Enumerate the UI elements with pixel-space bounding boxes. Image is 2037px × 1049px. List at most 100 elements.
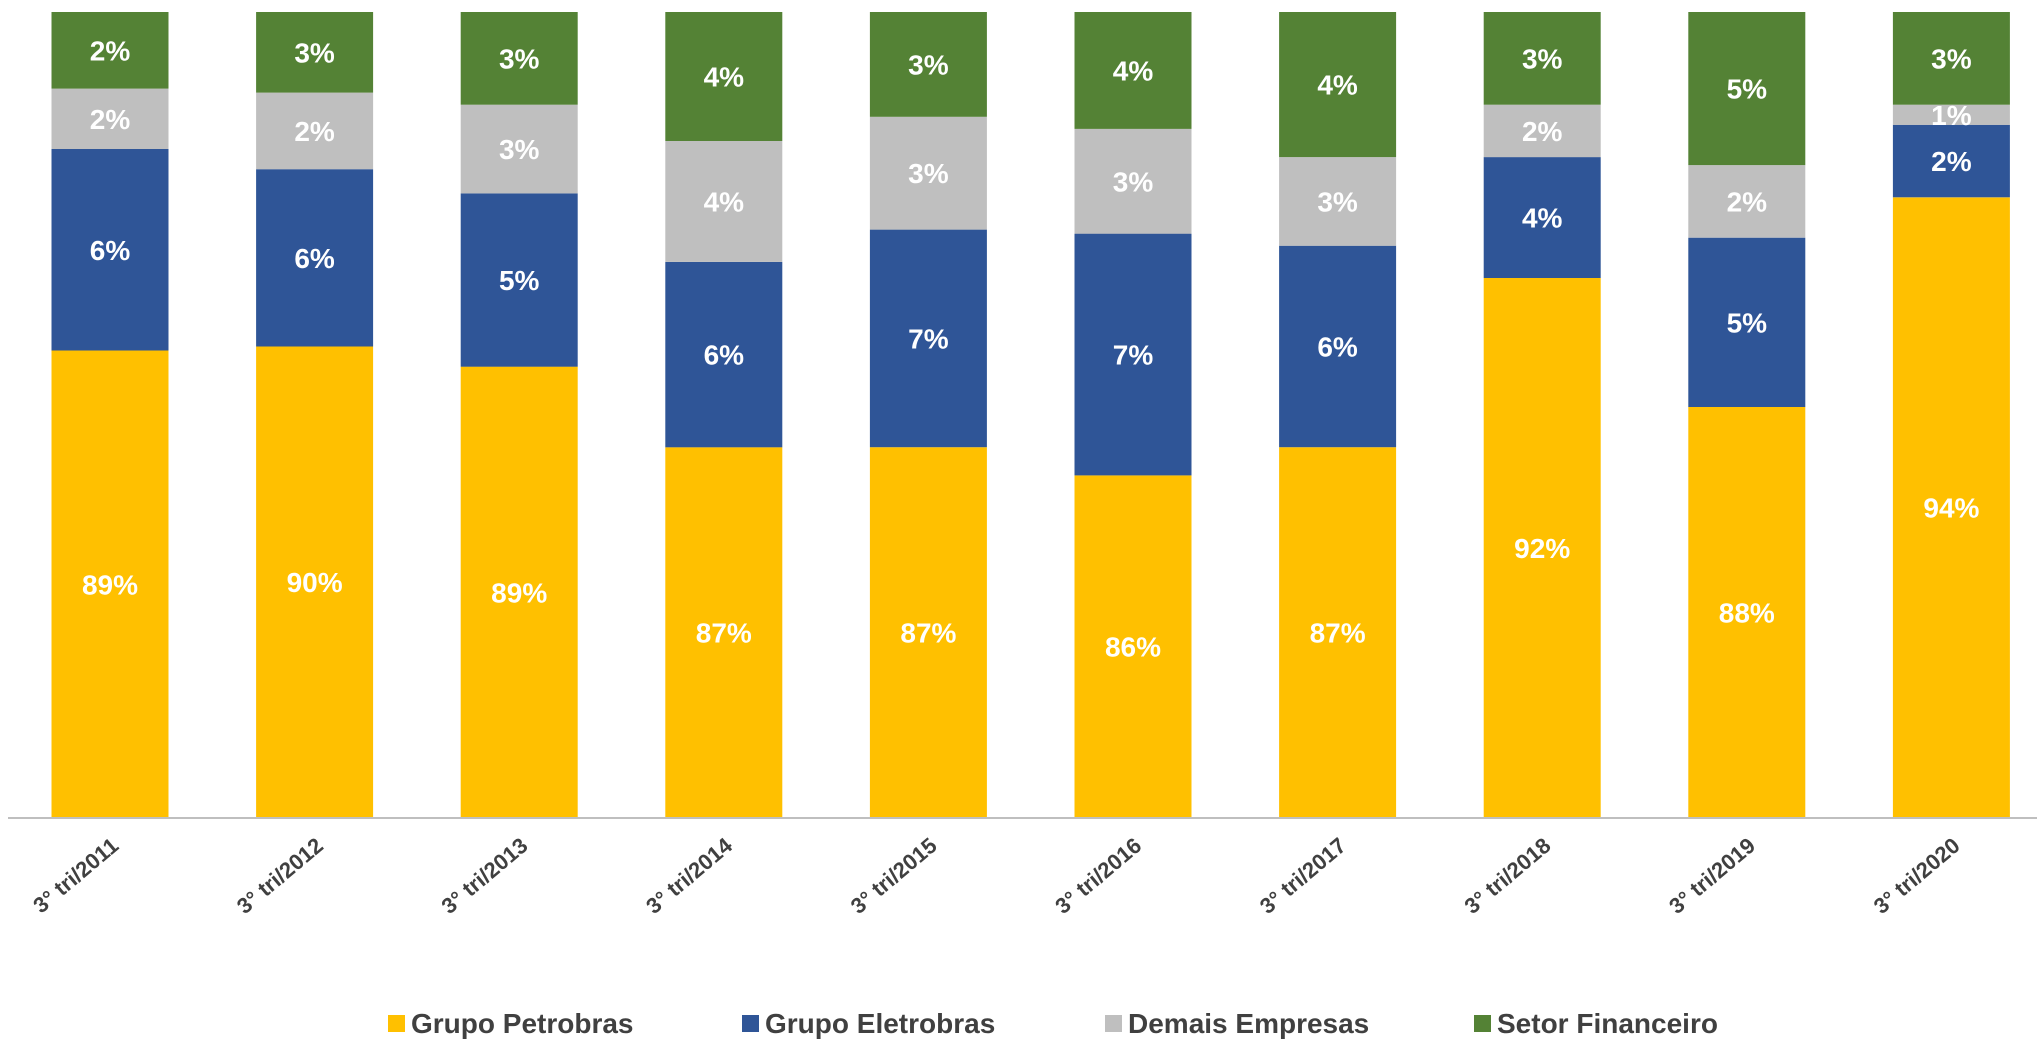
- legend-swatch-grupo-eletrobras: [742, 1015, 759, 1032]
- x-tick-label-9: 3° tri/2019: [1664, 833, 1760, 919]
- x-tick-label-8: 3° tri/2018: [1460, 833, 1556, 919]
- x-tick-label-2: 3° tri/2012: [232, 833, 328, 919]
- data-label-setor-financeiro-5: 3%: [908, 49, 949, 80]
- x-tick-label-6: 3° tri/2016: [1050, 833, 1146, 919]
- bar-grupo-petrobras-5: [869, 447, 987, 818]
- legend-label-grupo-eletrobras: Grupo Eletrobras: [765, 1008, 995, 1039]
- x-tick-label-1: 3° tri/2011: [28, 833, 123, 918]
- x-tick-label-3: 3° tri/2013: [437, 833, 533, 919]
- bar-grupo-eletrobras-9: [1688, 237, 1806, 407]
- data-label-grupo-eletrobras-2: 6%: [294, 243, 335, 274]
- data-label-grupo-eletrobras-9: 5%: [1727, 307, 1768, 338]
- bar-setor-financeiro-8: [1483, 12, 1601, 105]
- bar-grupo-eletrobras-3: [460, 193, 578, 367]
- data-label-grupo-petrobras-6: 86%: [1105, 632, 1161, 663]
- bar-demais-empresas-9: [1688, 165, 1806, 238]
- bar-demais-empresas-5: [869, 116, 987, 230]
- data-label-grupo-eletrobras-4: 6%: [704, 340, 745, 371]
- bar-grupo-eletrobras-10: [1892, 124, 2010, 198]
- bars-group: 89% 6% 2% 2% 90% 6% 2% 3% 89% 5% 3% 3% 87% 6% 4% 4% 87% 7…: [51, 12, 2010, 818]
- bar-demais-empresas-4: [665, 141, 783, 262]
- x-tick-label-5: 3° tri/2015: [846, 833, 942, 919]
- x-tick-label-7: 3° tri/2017: [1255, 833, 1351, 919]
- bar-setor-financeiro-3: [460, 12, 578, 105]
- bar-demais-empresas-8: [1483, 104, 1601, 158]
- data-label-demais-empresas-9: 2%: [1727, 186, 1768, 217]
- bar-grupo-eletrobras-6: [1074, 233, 1192, 476]
- x-tick-labels: 3° tri/2011 3° tri/2012 3° tri/2013 3° tri/…: [28, 832, 1964, 919]
- data-label-setor-financeiro-9: 5%: [1727, 74, 1768, 105]
- data-label-grupo-petrobras-5: 87%: [900, 618, 956, 649]
- bar-setor-financeiro-6: [1074, 12, 1192, 129]
- bar-grupo-petrobras-4: [665, 447, 783, 818]
- x-tick-label-4: 3° tri/2014: [641, 832, 737, 919]
- bar-setor-financeiro-7: [1279, 12, 1397, 158]
- data-label-grupo-petrobras-2: 90%: [287, 567, 343, 598]
- data-label-demais-empresas-8: 2%: [1522, 116, 1563, 147]
- data-label-demais-empresas-7: 3%: [1317, 186, 1358, 217]
- data-label-grupo-petrobras-4: 87%: [696, 618, 752, 649]
- data-label-grupo-eletrobras-1: 6%: [90, 235, 131, 266]
- bar-setor-financeiro-5: [869, 12, 987, 117]
- bar-demais-empresas-6: [1074, 128, 1192, 234]
- bar-grupo-petrobras-3: [460, 366, 578, 818]
- data-label-grupo-petrobras-7: 87%: [1310, 618, 1366, 649]
- data-label-setor-financeiro-6: 4%: [1113, 55, 1154, 86]
- bar-setor-financeiro-10: [1892, 12, 2010, 105]
- legend-swatch-setor-financeiro: [1474, 1015, 1491, 1032]
- legend-swatch-grupo-petrobras: [388, 1015, 405, 1032]
- data-label-demais-empresas-2: 2%: [294, 116, 335, 147]
- bar-grupo-petrobras-6: [1074, 475, 1192, 818]
- data-label-grupo-eletrobras-7: 6%: [1317, 332, 1358, 363]
- bar-demais-empresas-2: [256, 92, 374, 170]
- bar-setor-financeiro-1: [51, 12, 169, 89]
- data-label-demais-empresas-4: 4%: [704, 186, 745, 217]
- data-label-demais-empresas-6: 3%: [1113, 166, 1154, 197]
- data-label-grupo-petrobras-8: 92%: [1514, 533, 1570, 564]
- data-label-grupo-eletrobras-3: 5%: [499, 265, 540, 296]
- bar-grupo-eletrobras-7: [1279, 245, 1397, 448]
- bar-demais-empresas-1: [51, 88, 169, 149]
- data-label-grupo-petrobras-1: 89%: [82, 569, 138, 600]
- bar-demais-empresas-7: [1279, 157, 1397, 246]
- bar-grupo-eletrobras-8: [1483, 157, 1601, 278]
- bar-demais-empresas-10: [1892, 104, 2010, 125]
- data-label-setor-financeiro-8: 3%: [1522, 43, 1563, 74]
- data-label-grupo-petrobras-9: 88%: [1719, 598, 1775, 629]
- bar-grupo-eletrobras-1: [51, 149, 169, 351]
- data-label-demais-empresas-10: 1%: [1931, 100, 1972, 131]
- legend-swatch-demais-empresas: [1105, 1015, 1122, 1032]
- data-label-grupo-petrobras-10: 94%: [1923, 493, 1979, 524]
- bar-grupo-petrobras-2: [256, 346, 374, 818]
- bar-grupo-petrobras-10: [1892, 197, 2010, 818]
- bar-grupo-petrobras-8: [1483, 278, 1601, 818]
- data-label-setor-financeiro-7: 4%: [1317, 70, 1358, 101]
- data-label-setor-financeiro-3: 3%: [499, 43, 540, 74]
- x-tick-label-10: 3° tri/2020: [1869, 833, 1965, 919]
- bar-grupo-petrobras-1: [51, 350, 169, 818]
- data-label-demais-empresas-5: 3%: [908, 158, 949, 189]
- data-label-grupo-eletrobras-5: 7%: [908, 323, 949, 354]
- legend-label-setor-financeiro: Setor Financeiro: [1497, 1008, 1718, 1039]
- data-label-demais-empresas-1: 2%: [90, 104, 131, 135]
- data-label-grupo-petrobras-3: 89%: [491, 577, 547, 608]
- legend-label-demais-empresas: Demais Empresas: [1128, 1008, 1369, 1039]
- data-label-grupo-eletrobras-10: 2%: [1931, 146, 1972, 177]
- data-label-setor-financeiro-10: 3%: [1931, 43, 1972, 74]
- bar-grupo-eletrobras-2: [256, 169, 374, 347]
- data-label-demais-empresas-3: 3%: [499, 134, 540, 165]
- data-label-grupo-eletrobras-6: 7%: [1113, 340, 1154, 371]
- bar-grupo-eletrobras-4: [665, 261, 783, 448]
- bar-demais-empresas-3: [460, 104, 578, 194]
- legend-label-grupo-petrobras: Grupo Petrobras: [411, 1008, 633, 1039]
- legend: Grupo Petrobras Grupo Eletrobras Demais Em…: [388, 1008, 1718, 1039]
- bar-grupo-petrobras-7: [1279, 447, 1397, 818]
- bar-setor-financeiro-4: [665, 12, 783, 141]
- data-label-setor-financeiro-1: 2%: [90, 35, 131, 66]
- bar-setor-financeiro-2: [256, 12, 374, 93]
- bar-grupo-petrobras-9: [1688, 406, 1806, 818]
- data-label-grupo-eletrobras-8: 4%: [1522, 203, 1563, 234]
- bar-setor-financeiro-9: [1688, 12, 1806, 166]
- bar-grupo-eletrobras-5: [869, 229, 987, 448]
